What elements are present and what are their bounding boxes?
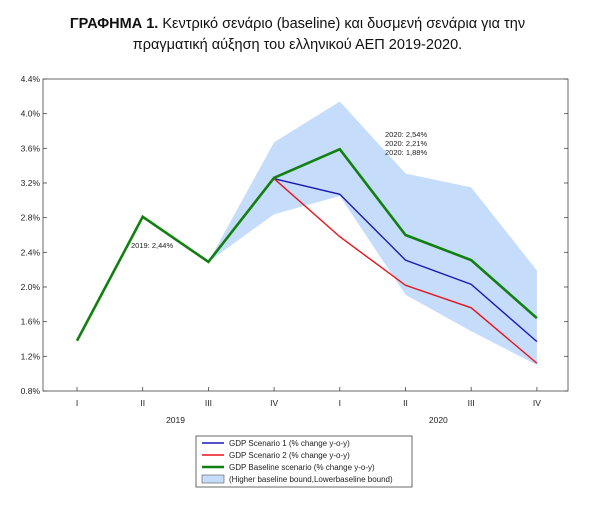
series-line-baseline [75, 147, 538, 342]
annotation-label: 2020: 2,54% [385, 130, 427, 139]
chart-title-bold: ΓΡΑΦΗΜΑ 1. [69, 16, 159, 32]
y-tick-label: 1.2% [21, 351, 41, 361]
series-line-scenario-2 [273, 178, 538, 364]
legend-label-band: (Higher baseline bound,Lowerbaseline bou… [229, 475, 393, 484]
x-tick-label: III [468, 398, 475, 408]
plot-frame [42, 78, 569, 392]
y-tick-label: 2.8% [21, 213, 41, 223]
legend-swatch-band [201, 474, 225, 484]
band-layer [208, 101, 537, 366]
x-tick-label: II [403, 398, 408, 408]
x-tick-label: III [205, 398, 212, 408]
x-tick-label: II [140, 398, 145, 408]
y-tick-label: 4.4% [21, 74, 41, 84]
x-tick-label: I [339, 398, 341, 408]
chart-title-line1: Κεντρικό σενάριο (baseline) και δυσμενή … [158, 16, 526, 32]
annotation-label: 2020: 2,21% [385, 139, 427, 148]
y-tick-label: 2.0% [21, 282, 41, 292]
x-tick-label: I [76, 398, 78, 408]
series-line-scenario-1 [273, 177, 538, 343]
legend-label-scenario-2: GDP Scenario 2 (% change y-o-y) [229, 451, 350, 460]
y-tick-label: 3.2% [21, 178, 41, 188]
legend: GDP Scenario 1 (% change y-o-y) GDP Scena… [195, 435, 413, 488]
y-tick-label: 1.6% [21, 317, 41, 327]
y-tick-label: 0.8% [21, 386, 41, 396]
annotation-layer: 2019: 2,44% 2020: 2,54%2020: 2,21%2020: 1… [131, 130, 427, 250]
x-tick-label: IV [270, 398, 278, 408]
series-layer [75, 147, 538, 364]
y-tick-label: 4.0% [21, 109, 41, 119]
annotation-label: 2020: 1,88% [385, 148, 427, 157]
chart-title-line2: πραγματική αύξηση του ελληνικού ΑΕΠ 2019… [132, 37, 463, 53]
baseline-bounds-band [208, 101, 537, 366]
legend-label-scenario-1: GDP Scenario 1 (% change y-o-y) [229, 439, 350, 448]
axis-layer: 0.8% 1.2% 1.6% 2.0% 2.4% 2.8% 3.2% 3.6% 4.0% 4.4%… [21, 74, 568, 425]
chart-title: ΓΡΑΦΗΜΑ 1. Κεντρικό σενάριο (baseline) κ… [0, 14, 595, 56]
annotation-label: 2019: 2,44% [131, 241, 173, 250]
legend-label-baseline: GDP Baseline scenario (% change y-o-y) [229, 463, 375, 472]
x-tick-label: IV [533, 398, 541, 408]
x-year-label: 2019 [166, 415, 185, 425]
y-tick-label: 3.6% [21, 143, 41, 153]
y-tick-label: 2.4% [21, 247, 41, 257]
x-year-label: 2020 [429, 415, 448, 425]
legend-box [195, 435, 413, 488]
